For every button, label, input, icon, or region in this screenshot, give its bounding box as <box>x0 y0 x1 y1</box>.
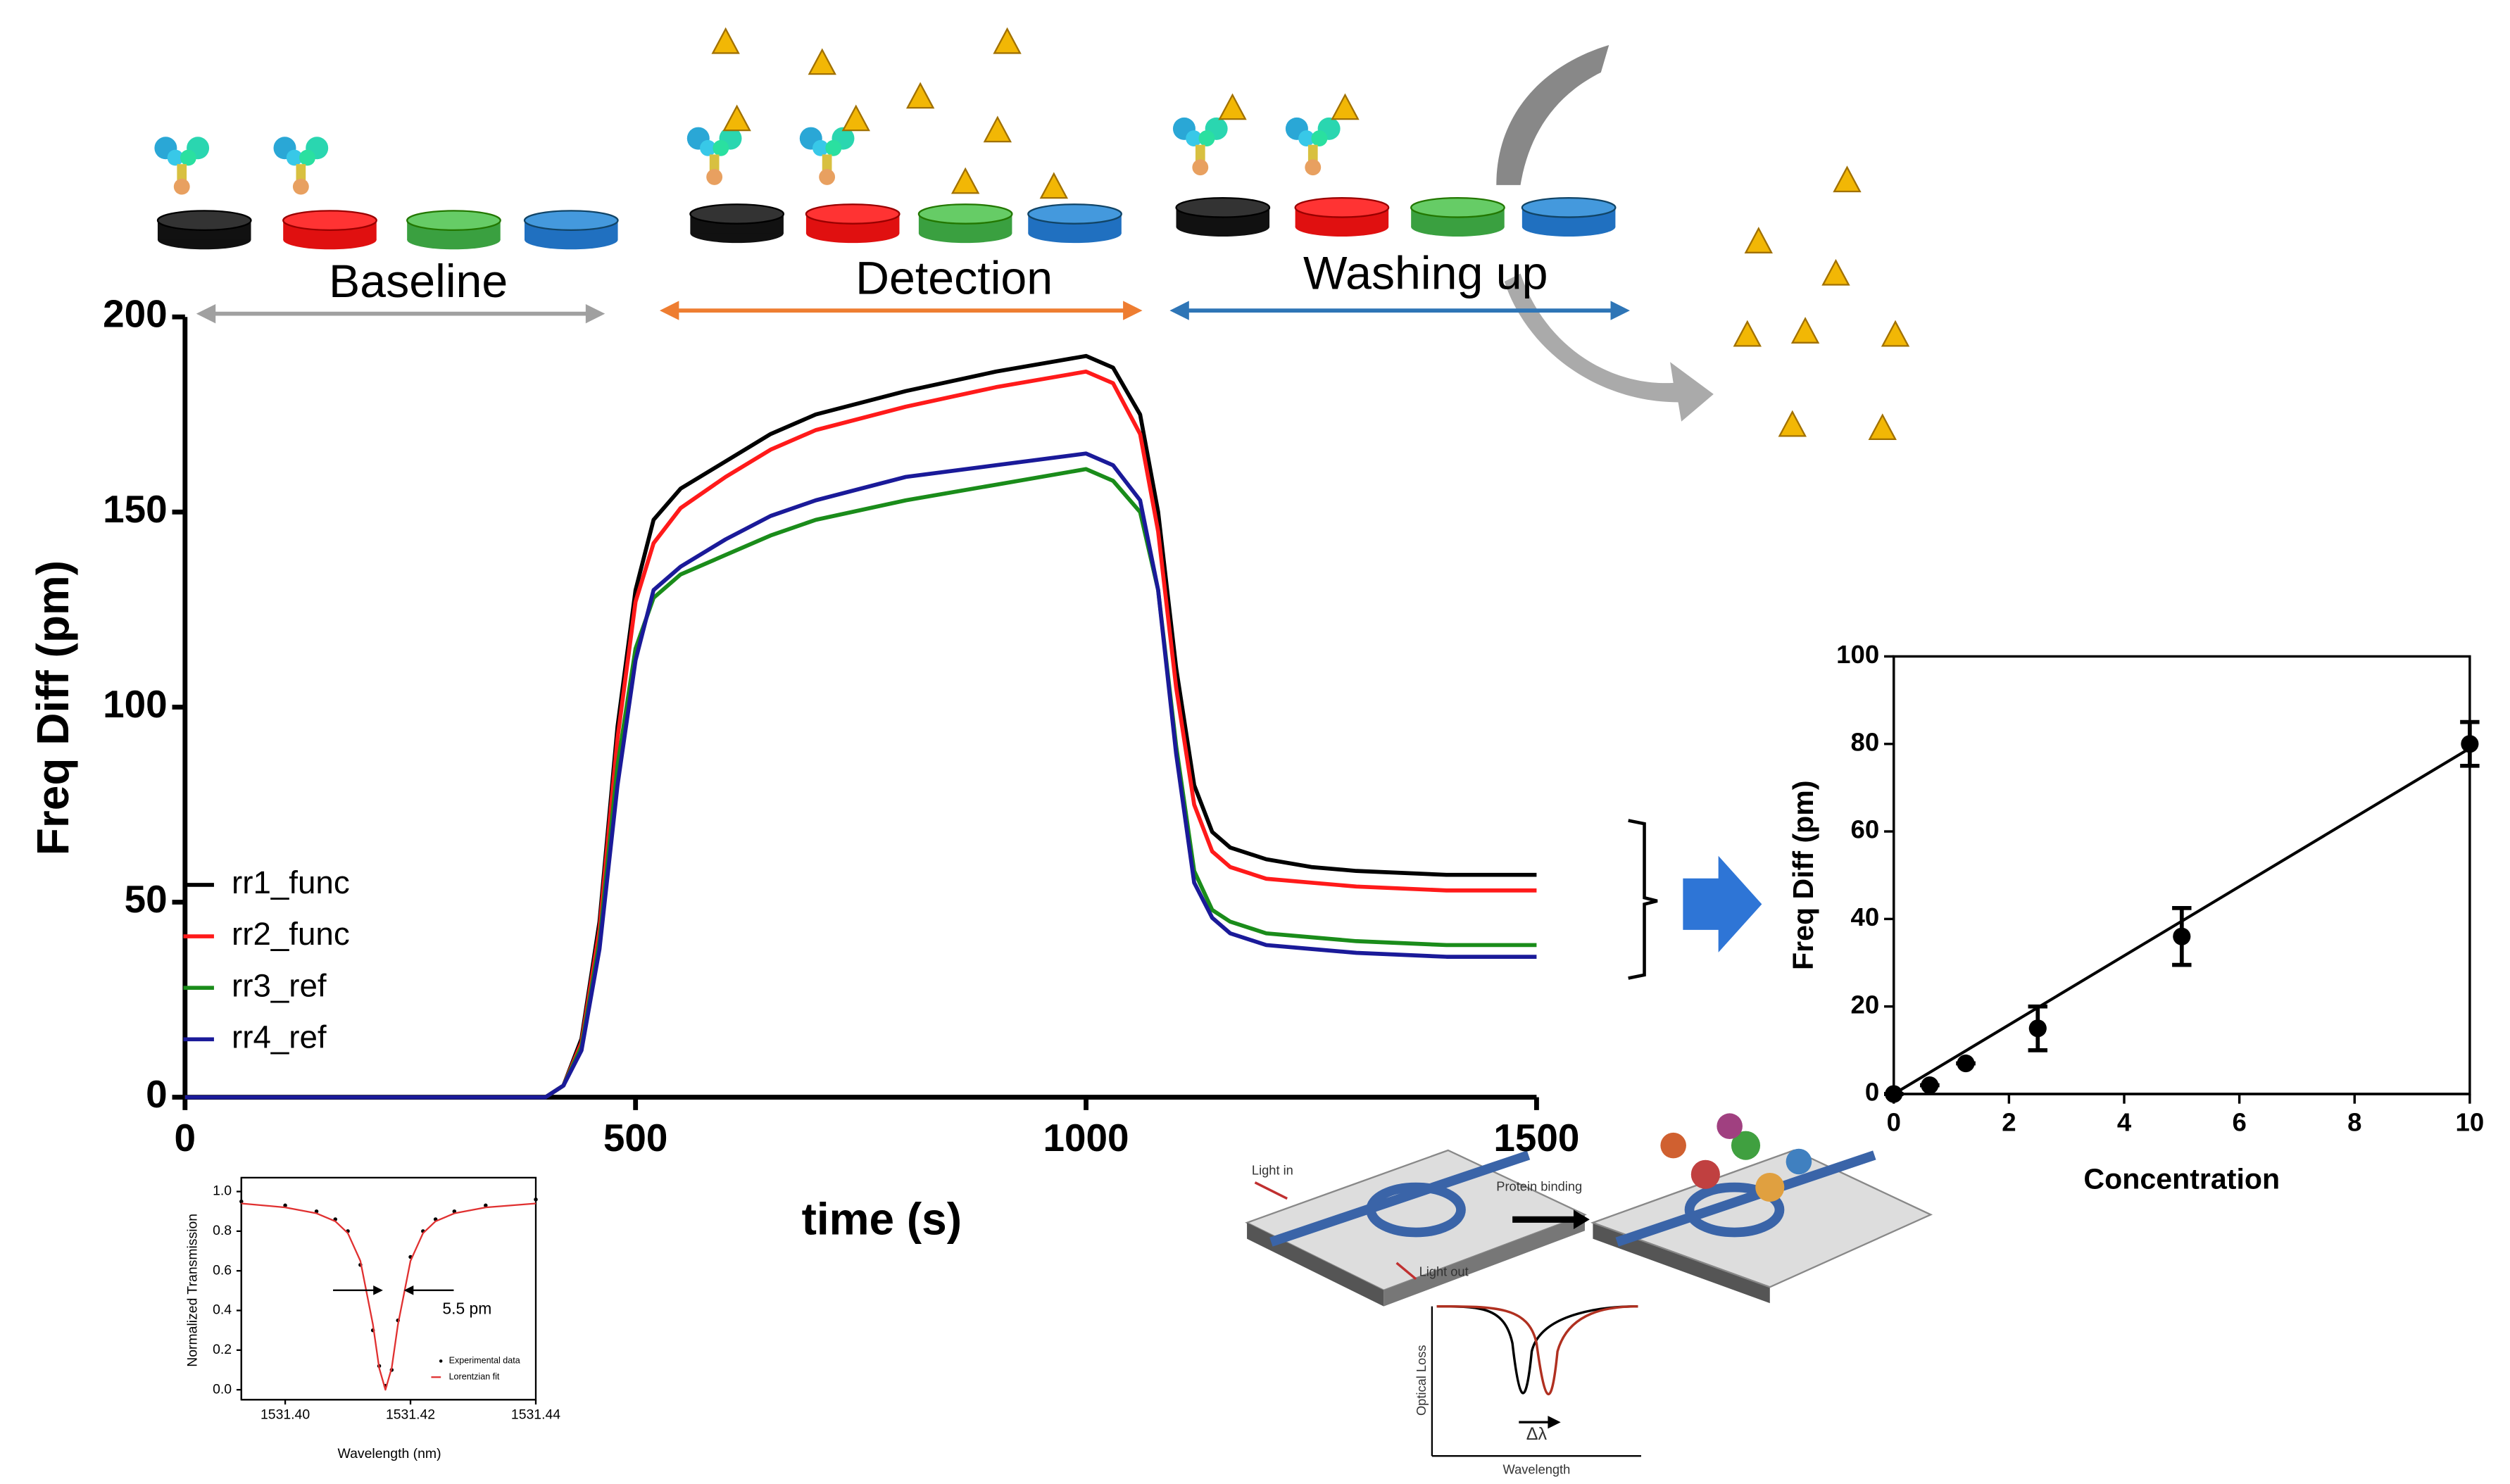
data-point <box>283 1203 287 1208</box>
data-point <box>534 1197 538 1202</box>
schematic-label: Light in <box>1252 1163 1293 1178</box>
phase-label: Baseline <box>329 256 508 308</box>
schematic-label: Wavelength <box>1503 1462 1571 1477</box>
y-tick-label: 150 <box>103 487 167 531</box>
x-axis-label: Concentration <box>2083 1162 2280 1195</box>
series-line <box>184 451 1537 1100</box>
legend-label: rr2_func <box>232 916 350 952</box>
legend-label: Lorentzian fit <box>449 1372 500 1382</box>
data-point <box>239 1199 244 1204</box>
x-tick-label: 1531.44 <box>511 1407 560 1423</box>
x-axis-label: Wavelength (nm) <box>338 1446 441 1461</box>
legend-label: rr1_func <box>232 864 350 900</box>
y-axis-label: Normalized Transmission <box>184 1214 200 1367</box>
y-tick-label: 200 <box>103 292 167 336</box>
chart: 0 500 1000 1500 0 50 100 150 200 time (s) Freq Dif… <box>27 292 1580 1245</box>
y-tick-label: 0.6 <box>213 1262 232 1278</box>
fwhm-label: 5.5 pm <box>442 1299 491 1317</box>
schematic-label: Light out <box>1419 1264 1469 1279</box>
y-tick-label: 0.4 <box>213 1302 232 1318</box>
y-axis-label: Freq Diff (pm) <box>1787 780 1819 970</box>
x-tick-label: 4 <box>2117 1108 2132 1137</box>
plot-frame <box>1893 655 2471 1095</box>
phase-arrows <box>196 301 1630 324</box>
data-point <box>1921 1076 1939 1095</box>
data-point <box>452 1209 457 1214</box>
x-tick-label: 6 <box>2232 1108 2246 1137</box>
x-tick-label: 1531.40 <box>261 1407 310 1423</box>
y-tick-label: 40 <box>1851 903 1880 931</box>
data-point <box>2461 735 2479 753</box>
y-tick-label: 80 <box>1851 727 1880 756</box>
fwhm-arrowhead <box>403 1285 414 1295</box>
legend-label: rr4_ref <box>232 1019 327 1055</box>
plot-frame <box>240 1176 537 1401</box>
ring-schematic <box>1245 1113 1933 1457</box>
legend-marker <box>439 1359 443 1363</box>
data-point <box>1885 1085 1903 1103</box>
x-tick-label: 500 <box>603 1116 667 1159</box>
series-line <box>184 353 1537 1100</box>
series-line <box>241 1202 536 1391</box>
wash-arrow <box>1496 45 1714 422</box>
series-line <box>184 467 1537 1100</box>
schematic-label: Δλ <box>1526 1424 1548 1444</box>
y-tick-label: 1.0 <box>213 1183 232 1199</box>
y-tick-label: 0 <box>146 1072 168 1116</box>
x-tick-label: 2 <box>2002 1108 2016 1137</box>
legend-label: rr3_ref <box>232 967 327 1003</box>
x-tick-label: 1500 <box>1493 1116 1579 1159</box>
y-tick-label: 0.0 <box>213 1381 232 1397</box>
data-point <box>484 1203 488 1208</box>
legend-label: Experimental data <box>449 1356 520 1366</box>
x-tick-label: 0 <box>175 1116 196 1159</box>
data-point <box>314 1209 319 1214</box>
series-line <box>184 369 1537 1100</box>
y-tick-label: 50 <box>125 877 168 921</box>
x-tick-label: 1000 <box>1043 1116 1129 1159</box>
chart: 1531.40 1531.42 1531.44 0.0 0.2 0.4 0.6 0.8 1.0 W… <box>184 1176 560 1461</box>
phase-label: Washing up <box>1303 248 1548 300</box>
y-tick-label: 20 <box>1851 990 1880 1019</box>
x-tick-label: 8 <box>2347 1108 2361 1137</box>
y-tick-label: 100 <box>1836 640 1879 669</box>
x-axis-label: time (s) <box>802 1194 962 1245</box>
y-axis-label: Freq Diff (pm) <box>27 560 78 855</box>
data-point <box>2028 1019 2047 1038</box>
y-tick-label: 60 <box>1851 815 1880 844</box>
y-tick-label: 0.8 <box>213 1223 232 1238</box>
y-tick-label: 0 <box>1865 1078 1879 1107</box>
y-tick-label: 0.2 <box>213 1342 232 1357</box>
y-tick-label: 100 <box>103 682 167 726</box>
x-tick-label: 10 <box>2456 1108 2485 1137</box>
schematic-label: Protein binding <box>1496 1178 1582 1193</box>
schematic-label: Optical Loss <box>1414 1345 1429 1416</box>
sensor-discs <box>156 196 1617 250</box>
schematic-labels: Light in Protein binding Light out Optic… <box>1252 1163 1582 1477</box>
x-tick-label: 0 <box>1887 1108 1901 1137</box>
data-point <box>2173 927 2191 945</box>
data-point <box>1957 1054 1975 1073</box>
fwhm-arrowhead <box>373 1285 383 1295</box>
x-tick-label: 1531.42 <box>386 1407 435 1423</box>
bracket-arrow <box>1628 819 1762 980</box>
phase-label: Detection <box>855 252 1053 304</box>
